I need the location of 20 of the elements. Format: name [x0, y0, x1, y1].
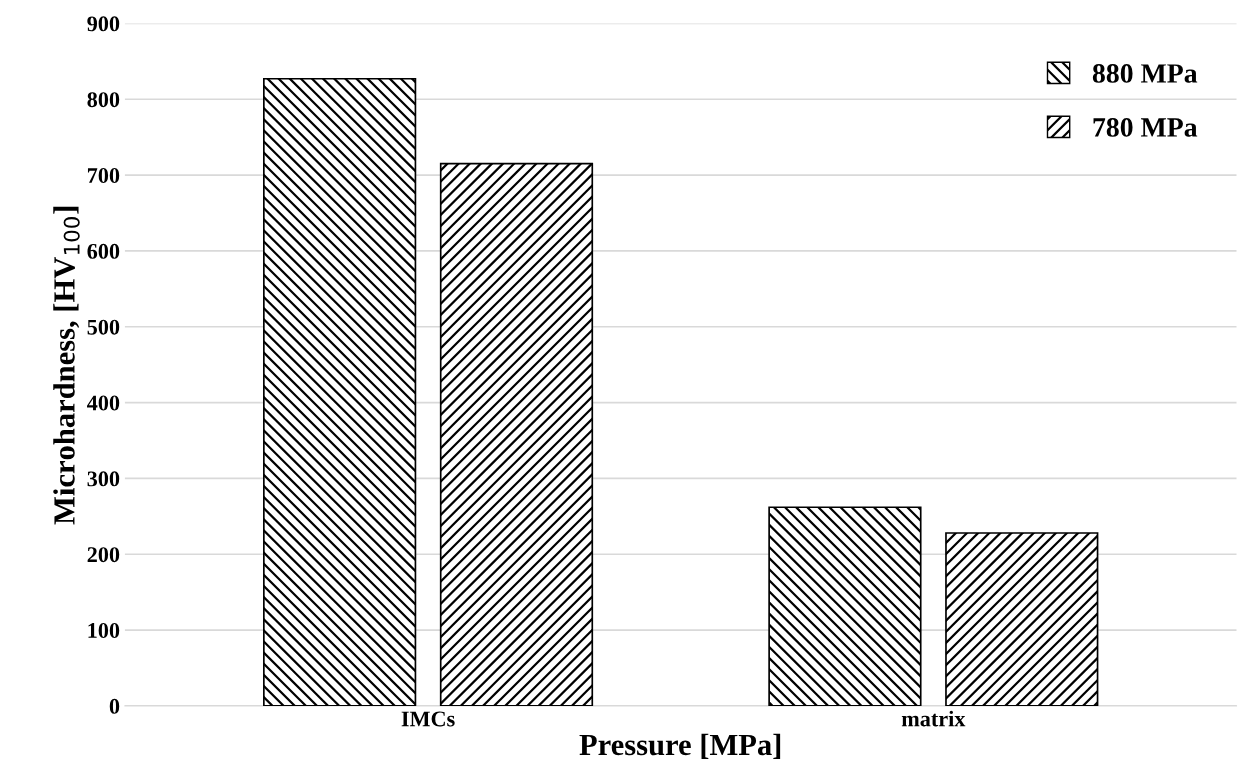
- y-tick-label: 0: [109, 698, 120, 714]
- y-tick-label: 700: [87, 168, 120, 183]
- y-tick-label: 800: [87, 92, 120, 108]
- y-tick-label: 100: [88, 623, 120, 638]
- legend-label: 880 MPa: [1092, 64, 1198, 83]
- y-tick-label: 200: [87, 547, 120, 563]
- y-tick-label: 300: [87, 471, 120, 487]
- y-tick-label: 400: [87, 395, 120, 411]
- bar: [439, 162, 594, 706]
- x-axis-title: Pressure [MPa]: [579, 733, 781, 759]
- x-tick-label: matrix: [901, 710, 966, 727]
- legend-label: 780 MPa: [1093, 118, 1198, 137]
- bar: [945, 532, 1099, 706]
- bar: [768, 506, 922, 706]
- bar: [263, 77, 417, 706]
- y-tick-label: 900: [87, 16, 120, 32]
- y-tick-label: 600: [87, 243, 120, 259]
- x-tick-label: IMCs: [401, 711, 455, 727]
- y-axis-title: Microhardness, [HV$_{100}$]: [53, 206, 80, 525]
- y-tick-label: 500: [87, 319, 120, 335]
